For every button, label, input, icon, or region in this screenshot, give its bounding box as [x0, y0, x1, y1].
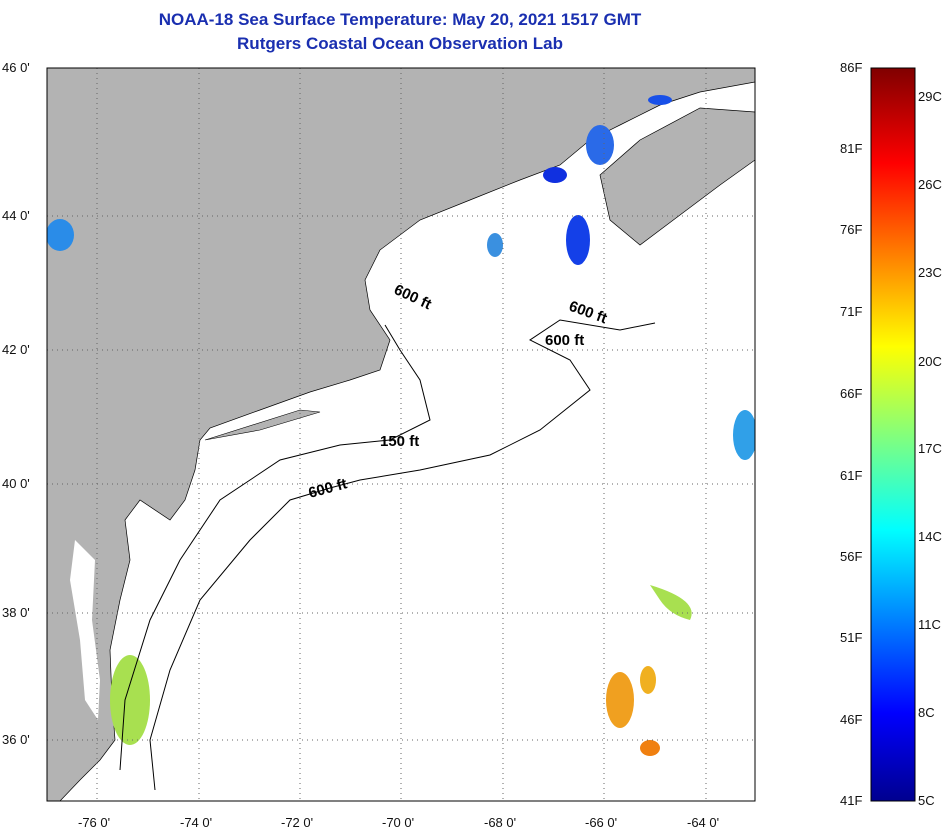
- c-label: 17C: [918, 441, 942, 456]
- long-island: [204, 409, 321, 441]
- lat-label: 38 0': [2, 605, 30, 620]
- f-label: 41F: [840, 793, 863, 808]
- c-label: 26C: [918, 177, 942, 192]
- lat-label: 40 0': [2, 476, 30, 491]
- lon-label: -72 0': [281, 815, 314, 830]
- lat-label: 42 0': [2, 342, 30, 357]
- depth-contours: [119, 319, 656, 791]
- title-line-2: Rutgers Coastal Ocean Observation Lab: [237, 34, 563, 53]
- contour-label: 150 ft: [380, 433, 419, 450]
- f-label: 46F: [840, 712, 863, 727]
- lon-label: -64 0': [687, 815, 720, 830]
- lon-label: -76 0': [78, 815, 111, 830]
- f-label: 51F: [840, 630, 863, 645]
- c-label: 11C: [918, 617, 941, 632]
- map-area: 600 ft 600 ft 600 ft 150 ft 600 ft: [47, 68, 755, 801]
- f-label: 56F: [840, 549, 863, 564]
- sst-patches: [47, 95, 755, 756]
- colorbar: [870, 67, 916, 802]
- f-label: 76F: [840, 222, 863, 237]
- lon-label: -66 0': [585, 815, 618, 830]
- c-label: 29C: [918, 89, 942, 104]
- c-label: 23C: [918, 265, 942, 280]
- chesapeake-bay: [70, 540, 100, 720]
- f-label: 61F: [840, 468, 863, 483]
- f-label: 66F: [840, 386, 863, 401]
- c-label: 20C: [918, 354, 942, 369]
- lon-label: -70 0': [382, 815, 415, 830]
- lat-label: 36 0': [2, 732, 30, 747]
- c-label: 14C: [918, 529, 942, 544]
- lat-label: 44 0': [2, 208, 30, 223]
- grid-lines: [47, 68, 755, 801]
- map-frame: [46, 67, 756, 802]
- c-label: 8C: [918, 705, 935, 720]
- nova-scotia-land: [599, 107, 755, 246]
- f-label: 86F: [840, 60, 863, 75]
- f-label: 81F: [840, 141, 863, 156]
- c-label: 5C: [918, 793, 935, 808]
- f-label: 71F: [840, 304, 863, 319]
- lat-label: 46 0': [2, 60, 30, 75]
- contour-label: 600 ft: [545, 332, 584, 349]
- title-line-1: NOAA-18 Sea Surface Temperature: May 20,…: [158, 10, 642, 29]
- lon-label: -74 0': [180, 815, 213, 830]
- lon-label: -68 0': [484, 815, 517, 830]
